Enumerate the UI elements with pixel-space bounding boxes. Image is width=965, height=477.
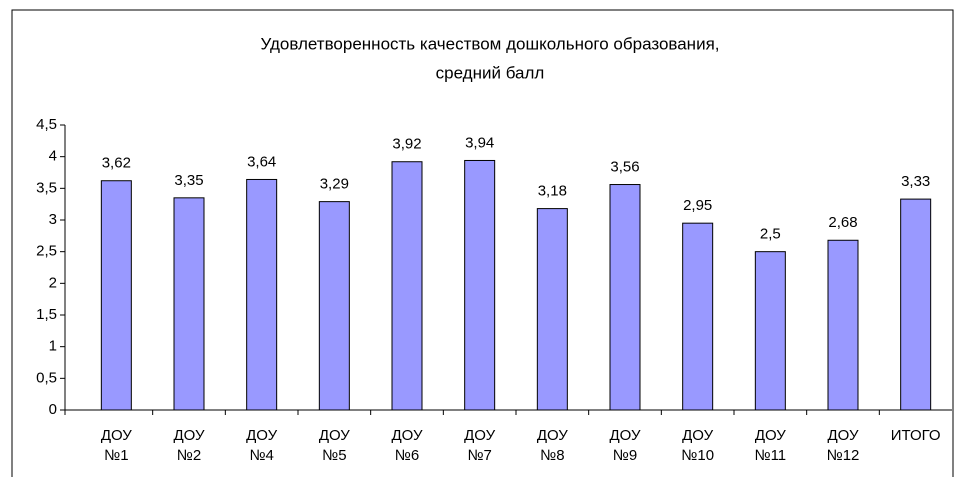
x-tick-label: ДОУ №5 <box>318 427 350 464</box>
data-label: 3,94 <box>465 134 494 151</box>
x-tick-label: ДОУ №8 <box>536 427 568 464</box>
x-tick-label: ДОУ №1 <box>100 427 132 464</box>
chart-title: средний балл <box>436 63 545 82</box>
x-tick-label: ИТОГО <box>890 427 941 444</box>
y-tick-label: 0,5 <box>36 369 57 386</box>
data-label: 3,62 <box>102 155 131 172</box>
x-tick-label: ДОУ №4 <box>246 427 278 464</box>
data-label: 2,68 <box>828 214 857 231</box>
y-tick-label: 3,5 <box>36 179 57 196</box>
y-tick-label: 2 <box>49 274 57 291</box>
y-tick-label: 1 <box>49 338 57 355</box>
y-tick-label: 3 <box>49 211 57 228</box>
x-tick-label: ДОУ №9 <box>609 427 641 464</box>
bar <box>391 161 423 411</box>
bar <box>100 180 132 411</box>
x-tick-label: ДОУ №10 <box>681 427 715 464</box>
x-tick-label: ДОУ №12 <box>826 427 860 464</box>
bar <box>246 178 278 411</box>
y-tick-label: 1,5 <box>36 306 57 323</box>
data-label: 3,56 <box>610 159 639 176</box>
y-tick-label: 0 <box>49 401 57 418</box>
bar <box>536 208 568 411</box>
x-tick-label: ДОУ №2 <box>173 427 205 464</box>
bar <box>827 239 859 411</box>
bar <box>900 198 932 411</box>
bar <box>754 251 786 411</box>
y-tick-label: 4 <box>49 148 57 165</box>
bar <box>318 201 350 411</box>
x-tick-label: ДОУ №7 <box>464 427 496 464</box>
data-label: 3,29 <box>320 176 349 193</box>
bar <box>609 184 641 411</box>
y-tick-label: 4,5 <box>36 116 57 133</box>
bar <box>682 222 714 411</box>
bar <box>173 197 205 411</box>
data-label: 3,35 <box>174 172 203 189</box>
chart-title: Удовлетворенность качеством дошкольного … <box>261 34 720 53</box>
data-label: 2,5 <box>760 226 781 243</box>
data-label: 3,64 <box>247 153 276 170</box>
data-label: 3,92 <box>392 136 421 153</box>
data-label: 3,18 <box>538 183 567 200</box>
chart-border <box>11 9 954 477</box>
data-label: 2,95 <box>683 197 712 214</box>
x-tick-label: ДОУ №6 <box>391 427 423 464</box>
y-tick-label: 2,5 <box>36 243 57 260</box>
bar <box>464 159 496 411</box>
x-tick-label: ДОУ №11 <box>754 427 787 464</box>
data-label: 3,33 <box>901 173 930 190</box>
